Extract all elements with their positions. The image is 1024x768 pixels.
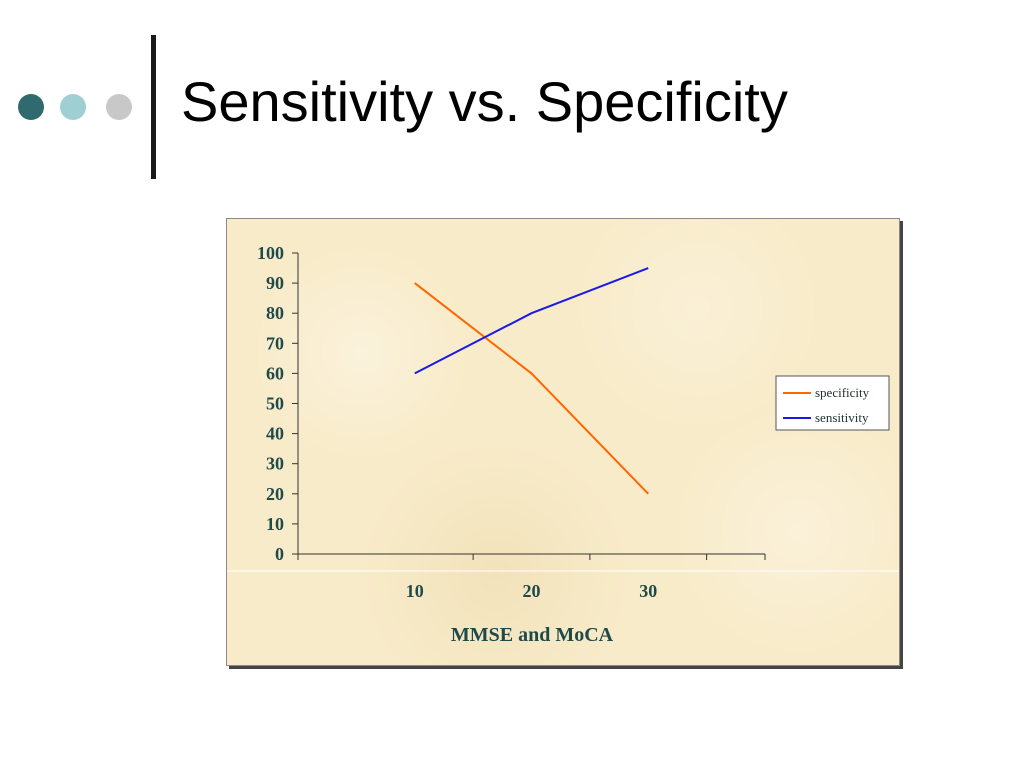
y-tick-label: 60	[266, 363, 284, 383]
chart-frame: 0 10 20 30 40 50 60 70 80 90 100 10 20 30 MMSE and M…	[226, 218, 900, 666]
x-tick-label: 10	[406, 581, 424, 601]
y-tick-label: 50	[266, 394, 284, 414]
bullet-dot-dark	[18, 94, 44, 120]
y-tick-label: 20	[266, 484, 284, 504]
y-tick-label: 40	[266, 424, 284, 444]
y-tick-label: 100	[257, 243, 284, 263]
y-tick-label: 80	[266, 303, 284, 323]
series-line-sensitivity	[414, 267, 649, 375]
x-axis-title: MMSE and MoCA	[451, 624, 614, 646]
title-divider	[151, 35, 156, 179]
y-tick-label: 0	[275, 544, 284, 564]
chart-series	[414, 267, 649, 495]
x-tick-label: 30	[639, 581, 657, 601]
series-line-specificity	[414, 282, 649, 495]
x-tick-label: 20	[523, 581, 541, 601]
chart-legend: specificity sensitivity	[775, 375, 890, 431]
y-tick-label: 90	[266, 273, 284, 293]
line-chart: 0 10 20 30 40 50 60 70 80 90 100 10 20 30 MMSE and M…	[227, 243, 899, 646]
legend-label-specificity: specificity	[815, 385, 870, 400]
y-tick-label: 70	[266, 333, 284, 353]
y-tick-label: 30	[266, 454, 284, 474]
bullet-dot-gray	[106, 94, 132, 120]
legend-label-sensitivity: sensitivity	[815, 410, 869, 425]
page-title: Sensitivity vs. Specificity	[181, 70, 788, 133]
legend-box	[775, 375, 890, 431]
y-tick-label: 10	[266, 514, 284, 534]
bullet-dot-light	[60, 94, 86, 120]
chart-axes: 0 10 20 30 40 50 60 70 80 90 100	[227, 243, 899, 572]
x-tick-labels: 10 20 30	[406, 581, 658, 601]
